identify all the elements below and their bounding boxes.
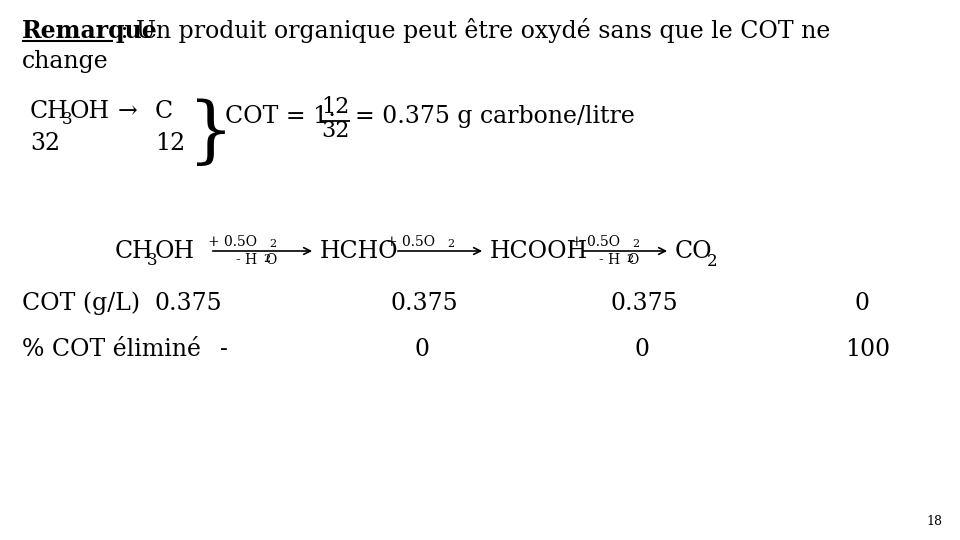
Text: 18: 18: [926, 515, 942, 528]
Text: 0: 0: [415, 338, 430, 361]
Text: O: O: [265, 253, 276, 267]
Text: HCOOH: HCOOH: [490, 240, 588, 263]
Text: 3: 3: [62, 111, 73, 128]
Text: 2: 2: [446, 239, 454, 249]
Text: 2: 2: [263, 254, 271, 264]
Text: OH: OH: [70, 100, 110, 123]
Text: CO: CO: [675, 240, 712, 263]
Text: + 0.5O: + 0.5O: [208, 235, 257, 249]
Text: 0.375: 0.375: [390, 292, 458, 315]
Text: Remarque: Remarque: [22, 19, 157, 43]
Text: HCHO: HCHO: [320, 240, 398, 263]
Text: 0.375: 0.375: [155, 292, 223, 315]
Text: change: change: [22, 50, 108, 73]
Text: + 0.5O: + 0.5O: [571, 235, 620, 249]
Text: 2: 2: [707, 253, 718, 270]
Text: = 0.375 g carbone/litre: = 0.375 g carbone/litre: [355, 105, 635, 128]
Text: COT (g/L): COT (g/L): [22, 292, 140, 315]
Text: 2: 2: [626, 254, 633, 264]
Text: 2: 2: [270, 239, 276, 249]
Text: 3: 3: [147, 252, 157, 269]
Text: 0.375: 0.375: [610, 292, 678, 315]
Text: C: C: [155, 100, 173, 123]
Text: 12: 12: [155, 132, 185, 155]
Text: 100: 100: [845, 338, 890, 361]
Text: + 0.5O: + 0.5O: [386, 235, 435, 249]
Text: : Un produit organique peut être oxydé sans que le COT ne: : Un produit organique peut être oxydé s…: [113, 18, 830, 43]
Text: }: }: [188, 99, 234, 169]
Text: 32: 32: [30, 132, 60, 155]
Text: % COT éliminé: % COT éliminé: [22, 338, 201, 361]
Text: CH: CH: [30, 100, 68, 123]
Text: OH: OH: [155, 240, 195, 263]
Text: -: -: [220, 338, 228, 361]
Text: 2: 2: [632, 239, 639, 249]
Text: CH: CH: [115, 240, 154, 263]
Text: →: →: [118, 100, 137, 123]
Text: 0: 0: [635, 338, 650, 361]
Text: 0: 0: [855, 292, 870, 315]
Text: - H: - H: [599, 253, 620, 267]
Text: - H: - H: [236, 253, 257, 267]
Text: 12: 12: [321, 96, 349, 118]
Text: O: O: [628, 253, 639, 267]
Text: 32: 32: [321, 120, 349, 142]
Text: COT = 1·: COT = 1·: [225, 105, 336, 128]
